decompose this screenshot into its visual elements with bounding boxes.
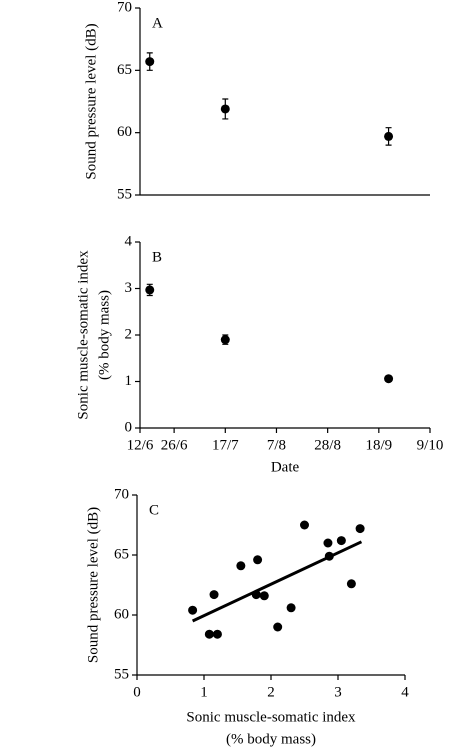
- y-tick-label: 65: [117, 62, 132, 78]
- y-tick-label: 55: [114, 666, 129, 682]
- point: [253, 555, 263, 565]
- x-tick-label: 4: [401, 684, 409, 700]
- y-axis-label: Sound pressure level (dB): [85, 507, 101, 663]
- point: [188, 605, 198, 615]
- y-tick-label: 70: [114, 486, 129, 502]
- y-axis-label: Sound pressure level (dB): [83, 23, 99, 179]
- point: [204, 629, 214, 639]
- point: [145, 285, 155, 295]
- point: [384, 131, 394, 141]
- y-tick-label: 2: [125, 326, 133, 342]
- x-axis-label: Date: [271, 459, 300, 475]
- x-tick-label: 1: [200, 684, 208, 700]
- point: [259, 591, 269, 601]
- point: [220, 104, 230, 114]
- x-axis-label: Sonic muscle-somatic index: [186, 709, 356, 725]
- x-tick-label: 9/10: [417, 437, 444, 453]
- x-tick-label: 0: [133, 684, 141, 700]
- point: [209, 590, 219, 600]
- y-tick-label: 60: [114, 606, 129, 622]
- point: [273, 622, 283, 632]
- x-tick-label: 3: [334, 684, 342, 700]
- x-tick-label: 17/7: [212, 437, 239, 453]
- point: [384, 374, 394, 384]
- y-axis-label: Sonic muscle-somatic index: [75, 250, 91, 420]
- point: [323, 538, 333, 548]
- x-axis-label: (% body mass): [226, 731, 316, 747]
- y-axis-label: (% body mass): [96, 290, 112, 380]
- y-tick-label: 3: [125, 280, 133, 296]
- x-tick-label: 26/6: [161, 437, 188, 453]
- point: [220, 335, 230, 345]
- point: [212, 629, 222, 639]
- point: [251, 590, 261, 600]
- point: [300, 520, 309, 530]
- y-tick-label: 65: [114, 546, 129, 562]
- y-tick-label: 70: [117, 0, 132, 15]
- y-tick-label: 4: [125, 233, 133, 249]
- panel-label: B: [152, 249, 162, 265]
- point: [236, 561, 246, 571]
- point: [324, 551, 334, 561]
- x-tick-label: 2: [267, 684, 275, 700]
- y-tick-label: 1: [125, 373, 133, 389]
- x-tick-label: 28/8: [314, 437, 341, 453]
- y-tick-label: 0: [125, 419, 133, 435]
- x-tick-label: 12/6: [127, 437, 154, 453]
- point: [355, 524, 365, 534]
- y-tick-label: 55: [117, 186, 132, 202]
- point: [145, 57, 155, 67]
- point: [336, 536, 346, 546]
- y-tick-label: 60: [117, 124, 132, 140]
- x-tick-label: 7/8: [267, 437, 286, 453]
- panel-label: C: [149, 502, 159, 518]
- fit-line: [191, 540, 363, 623]
- panel-label: A: [152, 15, 163, 31]
- point: [346, 579, 356, 589]
- x-tick-label: 18/9: [365, 437, 392, 453]
- point: [286, 603, 296, 613]
